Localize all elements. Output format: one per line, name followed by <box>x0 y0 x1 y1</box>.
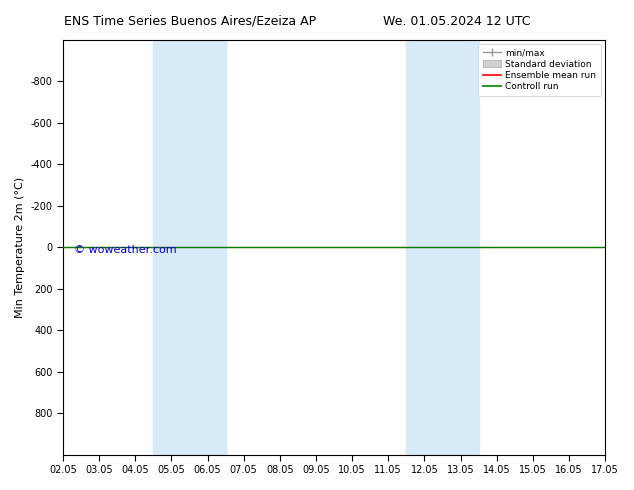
Y-axis label: Min Temperature 2m (°C): Min Temperature 2m (°C) <box>15 176 25 318</box>
Bar <box>406 40 479 455</box>
Text: We. 01.05.2024 12 UTC: We. 01.05.2024 12 UTC <box>383 15 530 28</box>
Text: ENS Time Series Buenos Aires/Ezeiza AP: ENS Time Series Buenos Aires/Ezeiza AP <box>64 15 316 28</box>
Text: © woweather.com: © woweather.com <box>74 245 176 255</box>
Legend: min/max, Standard deviation, Ensemble mean run, Controll run: min/max, Standard deviation, Ensemble me… <box>478 44 600 96</box>
Bar <box>153 40 226 455</box>
